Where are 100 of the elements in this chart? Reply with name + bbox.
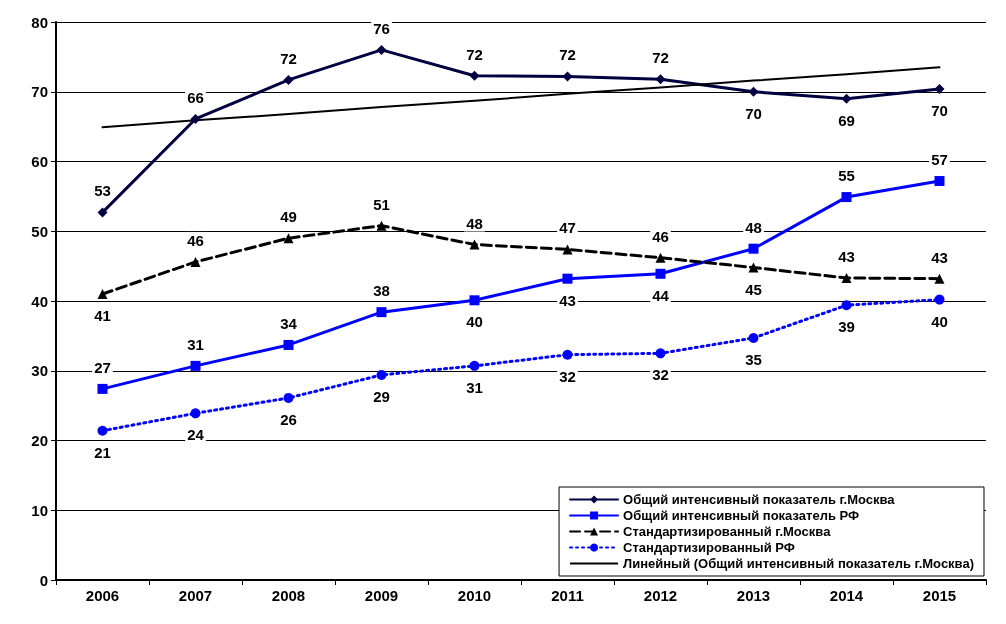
data-label: 43 [559,291,576,309]
legend-label: Общий интенсивный показатель г.Москва [623,492,896,507]
point [283,233,294,244]
point [841,300,852,311]
data-label: 21 [94,443,111,461]
point [748,243,759,254]
data-label: 72 [280,49,297,67]
point [469,295,480,306]
point [562,273,573,284]
point [283,74,294,85]
point [934,273,945,284]
data-label: 45 [745,280,762,298]
data-label: 48 [466,214,483,232]
data-label: 51 [373,195,390,213]
point [97,207,108,218]
y-tick-label: 80 [31,13,48,31]
point [748,332,759,343]
data-label: 76 [373,19,390,37]
x-tick-label: 2009 [364,587,399,604]
data-label: 40 [466,313,483,331]
data-label: 70 [745,104,762,122]
data-label: 41 [94,307,111,325]
point [655,252,666,263]
data-label: 72 [652,49,669,67]
point [190,113,201,124]
data-label: 49 [280,208,297,226]
point [748,262,759,273]
data-label: 46 [187,231,204,249]
data-label: 34 [280,314,298,332]
data-label: 39 [838,318,855,336]
point [655,268,666,279]
point [655,348,666,359]
point [841,93,852,104]
x-tick-label: 2012 [643,587,678,604]
data-label: 27 [94,358,111,376]
y-tick-label: 40 [31,292,48,310]
point [190,256,201,267]
point [376,44,387,55]
legend-label: Стандартизированный г.Москва [623,524,832,539]
data-label: 43 [838,247,855,265]
point [562,244,573,255]
data-label: 46 [652,227,669,245]
data-label: 26 [280,410,297,428]
point [376,369,387,380]
point [97,289,108,300]
data-label: 31 [187,335,204,353]
x-tick-label: 2006 [85,587,120,604]
x-tick-label: 2014 [829,587,864,604]
point [934,176,945,187]
point [748,86,759,97]
data-label: 47 [559,219,576,237]
point [841,272,852,283]
point [841,192,852,203]
point [934,83,945,94]
data-label: 29 [373,387,390,405]
point [283,392,294,403]
data-label: 31 [466,378,483,396]
point [469,360,480,371]
data-label: 35 [745,350,762,368]
legend-label: Стандартизированный РФ [623,540,795,555]
data-label: 32 [652,366,669,384]
data-label: 69 [838,111,855,129]
y-tick-label: 50 [31,222,48,240]
data-label: 43 [931,248,948,266]
data-label: 66 [187,88,204,106]
data-label: 44 [652,286,670,304]
x-tick-label: 2015 [922,587,957,604]
data-label: 48 [745,218,762,236]
y-tick-label: 10 [31,501,48,519]
x-tick-label: 2011 [551,587,584,604]
data-label: 70 [931,101,948,119]
y-tick-label: 30 [31,362,48,380]
y-tick-label: 0 [39,571,48,589]
point [562,349,573,360]
point [97,425,108,436]
point [934,294,945,305]
point [97,383,108,394]
data-label: 24 [187,426,205,444]
point [469,239,480,250]
point [655,74,666,85]
x-tick-label: 2008 [271,587,306,604]
data-label: 72 [466,45,483,63]
point [469,70,480,81]
point [190,360,201,371]
point [376,220,387,231]
legend-label: Общий интенсивный показатель РФ [623,508,860,523]
point [376,307,387,318]
legend-label: Линейный (Общий интенсивный показатель г.Москва) [623,556,974,571]
point [190,408,201,419]
data-label: 55 [838,167,855,185]
y-tick-label: 20 [31,432,48,449]
point [283,339,294,350]
y-tick-label: 60 [31,153,48,170]
y-tick-label: 70 [31,83,48,101]
data-label: 40 [931,312,948,330]
data-label: 38 [373,282,390,300]
data-label: 53 [94,182,111,200]
x-tick-label: 2007 [178,587,213,604]
data-label: 32 [559,367,576,385]
x-tick-label: 2013 [736,587,771,604]
